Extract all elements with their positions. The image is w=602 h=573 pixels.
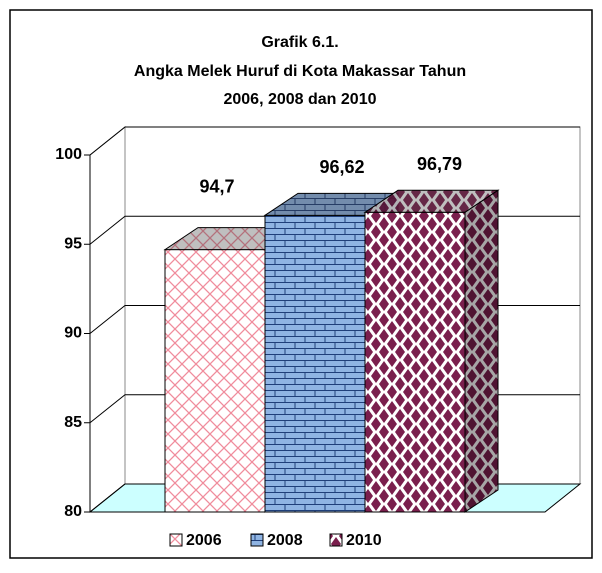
y-tick-label: 90	[64, 325, 82, 342]
data-label: 94,7	[199, 176, 234, 196]
legend-label: 2010	[346, 532, 382, 549]
title: 2006, 2008 dan 2010	[223, 91, 376, 108]
bar-top-shade	[365, 190, 498, 213]
grid-line	[89, 126, 580, 156]
bar	[264, 214, 366, 513]
title: Angka Melek Huruf di Kota Makassar Tahun	[134, 63, 466, 80]
bar-top-shade	[265, 193, 398, 216]
legend-swatch	[169, 533, 183, 547]
y-tick-label: 85	[64, 414, 82, 431]
legend-label: 2008	[267, 532, 303, 549]
title: Grafik 6.1.	[261, 34, 338, 51]
y-tick-label: 95	[64, 235, 82, 252]
bar	[364, 211, 466, 513]
y-tick-label: 100	[55, 146, 82, 163]
bar	[164, 249, 266, 513]
legend-label: 2006	[186, 532, 222, 549]
data-label: 96,62	[319, 157, 364, 177]
data-label: 96,79	[417, 154, 462, 174]
bar-side	[464, 189, 499, 513]
y-tick-label: 80	[64, 503, 82, 520]
bar-side-shade	[465, 190, 498, 512]
legend-swatch	[250, 533, 264, 547]
legend-swatch	[329, 533, 343, 547]
